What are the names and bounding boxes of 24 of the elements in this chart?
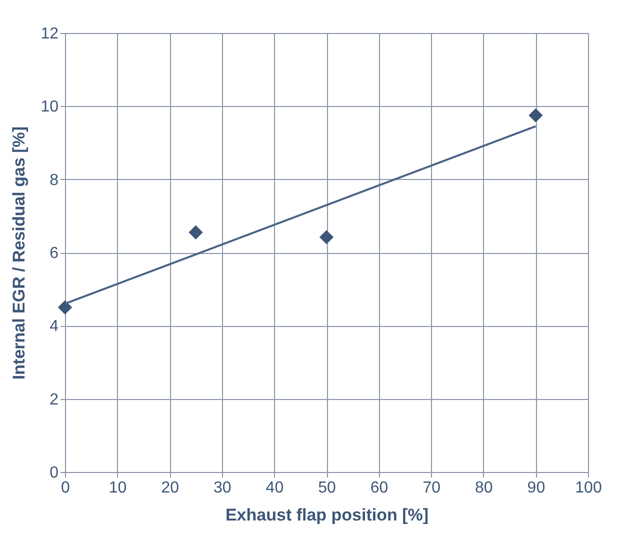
x-tick-label: 10 bbox=[108, 480, 127, 496]
y-tick-label: 8 bbox=[50, 172, 59, 189]
point bbox=[528, 108, 543, 122]
y-tick-label: 10 bbox=[40, 98, 59, 116]
y-axis-title: Internal EGR / Residual gas [%] bbox=[10, 126, 29, 380]
x-tick-label: 20 bbox=[161, 480, 180, 496]
y-tick-label: 4 bbox=[50, 318, 59, 336]
x-tick-label: 30 bbox=[214, 480, 232, 496]
x-tick-label: 60 bbox=[370, 480, 388, 496]
point bbox=[319, 230, 334, 244]
x-tick-label: 0 bbox=[61, 480, 70, 496]
x-tick-label: 90 bbox=[527, 480, 546, 496]
y-tick-label: 12 bbox=[40, 26, 59, 42]
x-tick-label: 50 bbox=[318, 480, 336, 496]
y-tick-label: 2 bbox=[50, 391, 59, 408]
x-tick-label: 40 bbox=[266, 480, 284, 496]
point bbox=[188, 225, 203, 240]
x-axis-title: Exhaust flap position [%] bbox=[225, 506, 429, 524]
y-tick-label: 6 bbox=[50, 245, 59, 262]
y-tick-label: 0 bbox=[50, 464, 59, 482]
x-tick-label: 70 bbox=[422, 480, 441, 496]
x-tick-label: 80 bbox=[475, 480, 493, 496]
point bbox=[58, 300, 72, 314]
x-tick-label: 100 bbox=[575, 480, 602, 496]
